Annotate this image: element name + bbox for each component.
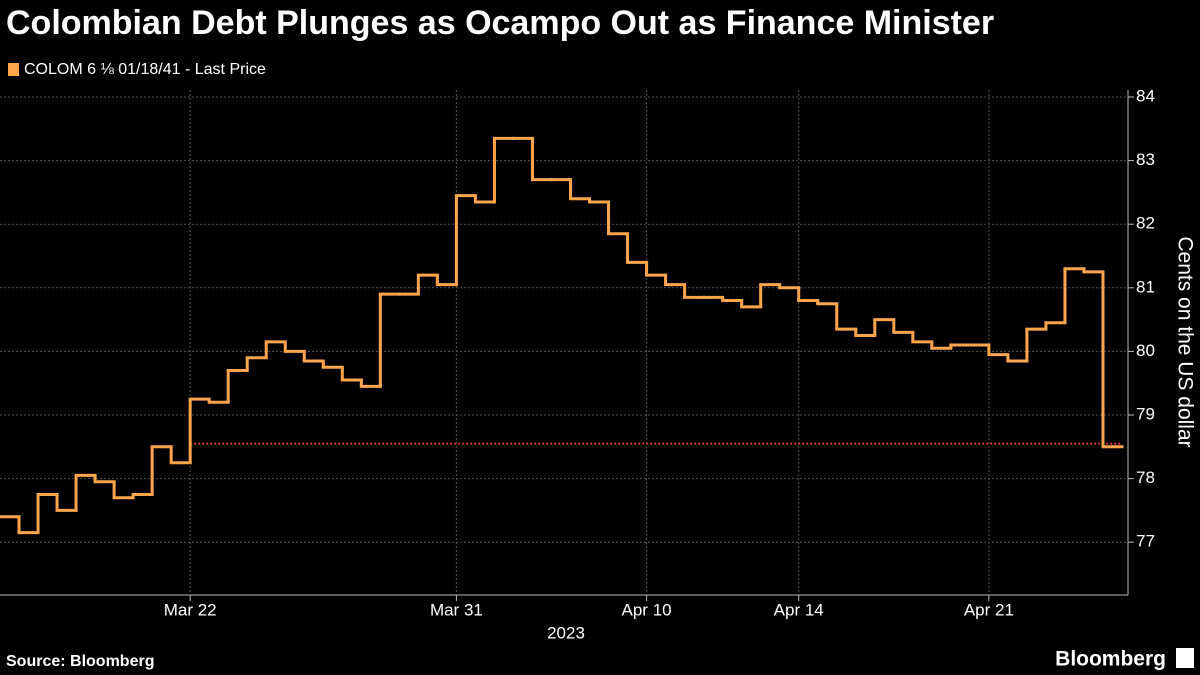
chart-title: Colombian Debt Plunges as Ocampo Out as … <box>6 4 994 42</box>
legend-swatch <box>8 63 19 76</box>
brand-icon <box>1176 648 1194 668</box>
y-tick-label: 82 <box>1136 214 1155 233</box>
source: Source: Bloomberg <box>6 653 154 670</box>
x-tick-label: Mar 22 <box>164 600 217 619</box>
y-tick-label: 78 <box>1136 468 1155 487</box>
x-tick-label: Mar 31 <box>430 600 483 619</box>
y-tick-label: 83 <box>1136 150 1155 169</box>
x-tick-label: Apr 10 <box>622 600 672 619</box>
y-tick-label: 79 <box>1136 404 1155 423</box>
y-tick-label: 84 <box>1136 86 1155 105</box>
x-axis-label: 2023 <box>547 623 585 642</box>
y-tick-label: 77 <box>1136 532 1155 551</box>
y-axis-label: Cents on the US dollar <box>1173 236 1196 447</box>
legend-entry: COLOM 6 ⅛ 01/18/41 - Last Price <box>24 61 266 78</box>
x-tick-label: Apr 21 <box>964 600 1014 619</box>
brand-logo: Bloomberg <box>1055 648 1166 671</box>
y-tick-label: 80 <box>1136 341 1155 360</box>
y-tick-label: 81 <box>1136 277 1155 296</box>
x-tick-label: Apr 14 <box>774 600 824 619</box>
